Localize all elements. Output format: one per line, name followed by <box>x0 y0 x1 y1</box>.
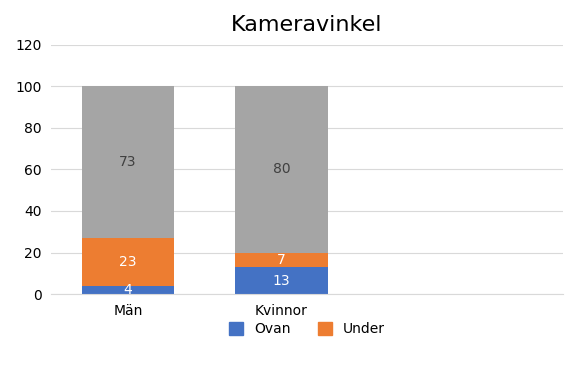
Bar <box>235 252 328 267</box>
Bar <box>235 86 328 252</box>
Text: 7: 7 <box>277 253 286 267</box>
Bar <box>82 86 174 238</box>
Bar <box>235 267 328 294</box>
Legend: Ovan, Under: Ovan, Under <box>223 317 391 342</box>
Title: Kameravinkel: Kameravinkel <box>231 15 383 35</box>
Text: 13: 13 <box>273 274 290 288</box>
Bar <box>82 286 174 294</box>
Text: 4: 4 <box>124 283 132 297</box>
Bar <box>82 238 174 286</box>
Text: 73: 73 <box>119 155 136 169</box>
Text: 80: 80 <box>273 163 290 176</box>
Text: 23: 23 <box>119 255 136 269</box>
